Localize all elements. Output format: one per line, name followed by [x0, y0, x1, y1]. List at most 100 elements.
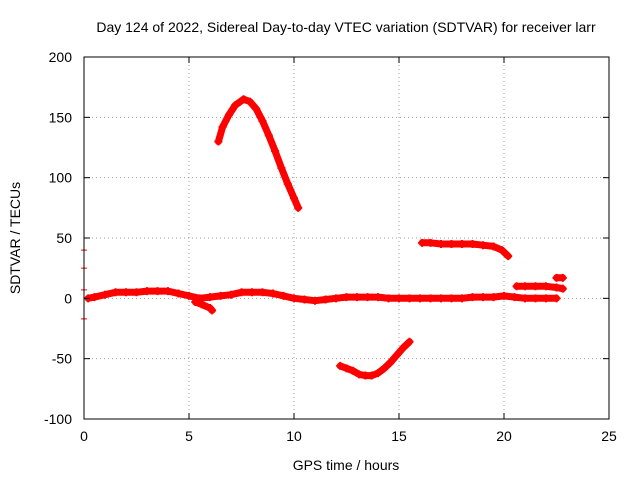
data-point: [458, 294, 466, 303]
data-point: [531, 282, 540, 291]
data-point: [132, 288, 141, 297]
data-point: [294, 203, 303, 212]
x-tick-label: 15: [391, 428, 407, 444]
data-point: [311, 296, 319, 305]
chart-title: Day 124 of 2022, Sidereal Day-to-day VTE…: [96, 19, 596, 35]
data-point: [290, 194, 298, 203]
data-point: [264, 131, 273, 140]
grid-lines: [84, 57, 609, 419]
data-point: [521, 294, 529, 303]
data-point: [122, 288, 130, 297]
data-point: [206, 293, 214, 302]
data-point: [227, 290, 235, 299]
data-point: [395, 294, 403, 303]
series-arc-12-15h: [336, 337, 414, 380]
data-point: [542, 282, 550, 291]
x-tick-label: 20: [496, 428, 512, 444]
data-point: [552, 283, 561, 292]
data-point: [510, 293, 519, 302]
data-point: [239, 95, 248, 104]
data-point: [386, 358, 395, 367]
data-point: [185, 291, 193, 300]
data-point: [355, 370, 364, 379]
data-point: [497, 246, 506, 255]
data-point: [90, 293, 99, 302]
data-point: [269, 289, 277, 298]
data-point: [258, 116, 267, 125]
data-point: [174, 289, 183, 298]
data-point: [468, 293, 477, 302]
series-short-22-23h: [552, 273, 567, 282]
data-point: [143, 287, 151, 296]
data-points: [81, 95, 567, 380]
x-tick-label: 5: [185, 428, 193, 444]
data-point: [367, 371, 376, 380]
data-point: [336, 361, 345, 370]
series-line: [214, 95, 302, 212]
data-point: [531, 294, 540, 303]
series-plateau-16-20h: [418, 238, 513, 261]
series-line: [84, 287, 560, 305]
data-point: [426, 294, 435, 303]
data-point: [321, 295, 330, 304]
data-point: [258, 288, 267, 297]
data-point: [101, 290, 109, 299]
series-line: [191, 298, 216, 314]
data-point: [252, 104, 261, 113]
data-point: [384, 294, 393, 303]
x-tick-label: 0: [80, 428, 88, 444]
series-line: [418, 239, 512, 260]
data-point: [290, 294, 298, 303]
data-point: [479, 293, 487, 302]
data-point: [447, 294, 456, 303]
data-point: [197, 300, 206, 309]
data-point: [342, 364, 351, 373]
y-tick-label: 100: [49, 170, 73, 186]
data-point: [521, 282, 529, 291]
data-point: [479, 241, 487, 250]
x-axis-ticks: 0 5 10 15 20 25: [80, 57, 617, 444]
series-arc-6-10h: [214, 95, 303, 212]
data-point: [500, 291, 508, 300]
y-axis-ticks: -100 -50 0 50 100 150 200: [44, 49, 609, 427]
data-point: [332, 294, 340, 303]
data-point: [399, 343, 408, 352]
data-point: [405, 294, 414, 303]
data-point: [237, 288, 246, 297]
data-point: [245, 97, 254, 106]
x-axis-title: GPS time / hours: [293, 457, 400, 473]
data-point: [416, 294, 424, 303]
data-point: [437, 240, 445, 249]
x-tick-label: 25: [601, 428, 617, 444]
series-dip-5-6h: [191, 297, 217, 315]
y-tick-label: 50: [56, 230, 72, 246]
y-tick-label: 0: [64, 290, 72, 306]
y-axis-title: SDTVAR / TECUs: [7, 182, 23, 294]
data-point: [363, 293, 372, 302]
data-point: [271, 147, 280, 156]
data-point: [208, 306, 217, 315]
data-point: [558, 284, 567, 293]
series-baseline: [84, 287, 561, 305]
data-point: [216, 291, 225, 300]
data-point: [392, 351, 401, 360]
data-point: [111, 288, 120, 297]
data-point: [558, 273, 567, 282]
data-point: [468, 240, 477, 249]
data-point: [191, 297, 200, 306]
y-tick-label: 200: [49, 49, 73, 65]
data-point: [348, 366, 357, 375]
x-tick-label: 10: [286, 428, 302, 444]
data-point: [512, 282, 521, 291]
data-point: [283, 179, 292, 188]
data-point: [489, 242, 498, 251]
data-point: [342, 293, 351, 302]
data-point: [552, 294, 561, 303]
data-point: [542, 294, 550, 303]
data-point: [380, 364, 389, 373]
data-point: [405, 337, 414, 346]
y-tick-label: -50: [52, 351, 72, 367]
data-point: [418, 238, 427, 247]
